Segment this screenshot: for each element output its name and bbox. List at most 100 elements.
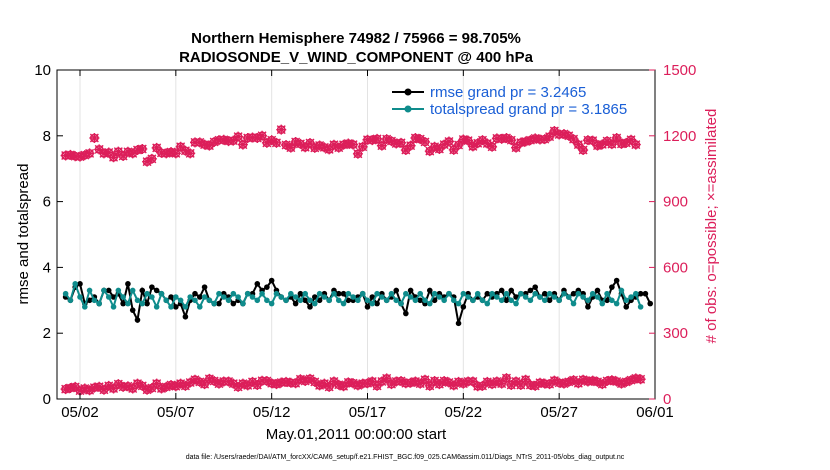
obs-assimilated-cross-point	[223, 376, 234, 387]
spread-point	[374, 290, 380, 297]
rmse-point	[173, 304, 179, 310]
obs-possible-cross-point	[175, 141, 186, 152]
spread-point	[163, 297, 170, 304]
y-tick-label: 4	[43, 259, 51, 276]
spread-point	[628, 294, 634, 300]
obs-assimilated-cross-point	[175, 378, 186, 389]
obs-assimilated-cross-point	[199, 379, 210, 390]
obs-assimilated-cross-point	[314, 380, 325, 391]
gridlines	[79, 70, 656, 399]
obs-assimilated-cross-point	[434, 379, 445, 390]
rmse-point	[139, 287, 146, 294]
obs-assimilated-cross-point	[166, 379, 177, 390]
obs-possible-cross-point	[271, 137, 282, 148]
spread-point	[618, 287, 625, 294]
obs-assimilated-cross-point	[535, 377, 545, 388]
obs-assimilated-cross-point	[113, 379, 124, 390]
spread-point	[403, 290, 409, 297]
spread-point	[173, 294, 179, 300]
obs-assimilated-cross-point	[578, 374, 589, 385]
spread-point	[388, 290, 395, 297]
rmse-point	[264, 284, 270, 290]
spread-point	[498, 297, 505, 304]
spread-point	[383, 297, 390, 304]
obs-possible-cross-point	[568, 134, 579, 145]
obs-possible-cross-point	[463, 135, 474, 146]
obs-assimilated-cross-point	[161, 381, 172, 392]
obs-assimilated-cross-point	[448, 380, 459, 391]
spread-point	[86, 287, 93, 294]
spread-point	[307, 297, 313, 304]
obs-assimilated-cross-point	[597, 379, 608, 390]
spread-point	[393, 297, 400, 304]
spread-point	[321, 294, 328, 300]
spread-point	[518, 290, 524, 297]
obs-assimilated-cross-point	[506, 379, 517, 390]
rmse-point	[532, 284, 539, 290]
obs-assimilated-cross-point	[170, 381, 181, 392]
obs-possible-cross-point	[606, 139, 617, 150]
rmse-point	[168, 294, 174, 300]
obs-assimilated-cross-point	[309, 376, 320, 387]
obs-assimilated-cross-point	[467, 376, 478, 387]
spread-point	[96, 300, 102, 307]
obs-possible-cross-point	[410, 132, 421, 143]
spread-point	[426, 300, 433, 307]
spread-point	[633, 290, 639, 297]
obs-assimilated-cross-point	[295, 374, 306, 385]
obs-possible-cross-point	[439, 139, 450, 150]
obs-possible-cross-point	[420, 136, 430, 147]
obs-possible-cross-point	[295, 138, 306, 149]
obs-possible-cross-point	[237, 139, 248, 150]
obs-possible-cross-point	[276, 124, 287, 135]
rmse-point	[311, 294, 318, 300]
obs-assimilated-cross-point	[180, 380, 191, 391]
spread-point	[637, 304, 644, 310]
spread-point	[144, 290, 150, 297]
spread-point	[211, 300, 217, 307]
spread-point	[264, 297, 270, 304]
obs-possible-cross-point	[573, 139, 584, 150]
obs-possible-cross-point	[300, 142, 311, 153]
obs-possible-cross-point	[314, 140, 325, 151]
spread-point	[537, 294, 543, 300]
obs-possible-cross-point	[309, 142, 320, 153]
legend-label-rmse: rmse grand pr = 3.2465	[430, 84, 586, 101]
obs-possible-cross-point	[338, 139, 349, 150]
obs-assimilated-cross-point	[582, 376, 593, 387]
spread-point	[575, 290, 582, 297]
spread-point	[216, 290, 222, 297]
spread-point	[77, 294, 83, 300]
obs-possible-cross-point	[319, 142, 330, 153]
spread-point	[580, 294, 586, 300]
spread-point	[436, 294, 443, 300]
rmse-point	[623, 304, 630, 310]
obs-assimilated-cross-point	[482, 376, 493, 387]
spread-point	[565, 294, 572, 300]
rmse-point	[637, 290, 644, 297]
spread-point	[613, 300, 620, 307]
y-right-tick-label: 300	[663, 325, 688, 342]
rmse-point	[125, 281, 131, 287]
spread-point	[460, 290, 467, 297]
obs-possible-cross-point	[372, 133, 383, 144]
obs-possible-cross-point	[343, 138, 354, 149]
obs-possible-cross-point	[530, 133, 541, 144]
obs-possible-cross-point	[75, 151, 85, 162]
obs-possible-cross-point	[506, 135, 517, 146]
spread-point	[455, 300, 462, 307]
x-tick-label: 05/27	[540, 404, 578, 421]
x-tick-label: 06/01	[636, 404, 674, 421]
rmse-point	[613, 277, 620, 284]
obs-possible-cross-point	[626, 134, 637, 145]
obs-assimilated-cross-point	[328, 376, 339, 387]
obs-assimilated-cross-point	[185, 377, 196, 388]
obs-assimilated-cross-point	[281, 376, 292, 387]
spread-point	[244, 290, 251, 297]
obs-possible-cross-point	[352, 148, 363, 159]
obs-assimilated-cross-point	[261, 376, 272, 387]
obs-possible-cross-point	[587, 135, 598, 146]
spread-point	[604, 290, 610, 297]
spread-point	[201, 294, 208, 300]
obs-possible-cross-point	[376, 140, 387, 151]
